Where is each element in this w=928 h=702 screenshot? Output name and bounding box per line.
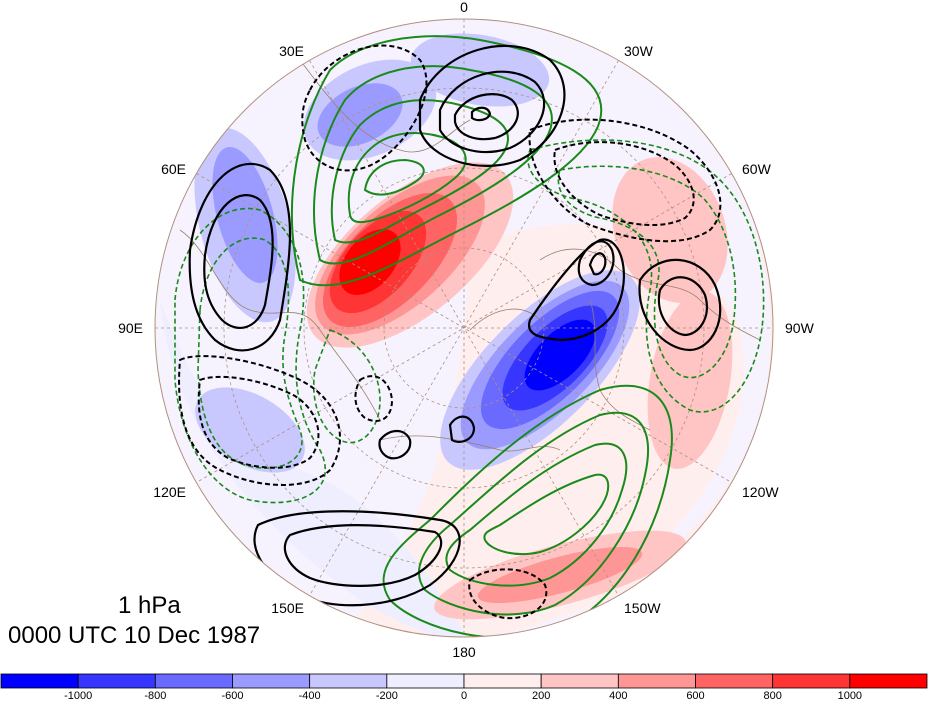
- colorbar-tick-label: 200: [532, 690, 550, 702]
- graticule: [155, 19, 773, 637]
- colorbar-box: [386, 673, 465, 689]
- colorbar: -1000 -800 -600 -400 -200 0 200 400 600 800 1000: [0, 673, 928, 702]
- colorbar-tick-label: 400: [609, 690, 627, 702]
- lon-label-60e: 60E: [161, 161, 186, 177]
- colorbar-tick-label: 0: [461, 690, 467, 702]
- lon-label-90w: 90W: [785, 320, 815, 336]
- black-negative-contours: [178, 44, 722, 620]
- colorbar-box: [0, 673, 79, 689]
- colorbar-box: [463, 673, 542, 689]
- colorbar-tick-label: -400: [299, 690, 321, 702]
- green-contours: [290, 35, 673, 637]
- map-border: [154, 18, 774, 638]
- polar-stereographic-map: 0 30W 60W 90W 120W 150W 180 150E 120E 90…: [118, 0, 814, 660]
- time-label: 0000 UTC 10 Dec 1987: [8, 622, 261, 649]
- colorbar-tick-label: -600: [221, 690, 243, 702]
- colorbar-box: [309, 673, 388, 689]
- lon-label-30e: 30E: [279, 43, 304, 59]
- colorbar-tick-label: -200: [376, 690, 398, 702]
- colorbar-box: [695, 673, 774, 689]
- lon-label-60w: 60W: [742, 161, 772, 177]
- colorbar-boxes: [0, 673, 928, 689]
- colorbar-box: [772, 673, 851, 689]
- longitude-labels: 0 30W 60W 90W 120W 150W 180 150E 120E 90…: [118, 0, 814, 660]
- colorbar-tick-label: -1000: [64, 690, 92, 702]
- lon-label-120e: 120E: [153, 484, 186, 500]
- lon-label-180: 180: [452, 644, 476, 660]
- lon-label-30w: 30W: [624, 43, 654, 59]
- colorbar-box: [849, 673, 928, 689]
- colorbar-tick-label: 1000: [838, 690, 862, 702]
- lon-label-150w: 150W: [624, 600, 661, 616]
- level-label: 1 hPa: [118, 592, 181, 619]
- colorbar-box: [540, 673, 619, 689]
- lon-label-120w: 120W: [742, 484, 779, 500]
- lon-label-0: 0: [460, 0, 468, 15]
- colorbar-box: [77, 673, 156, 689]
- colorbar-box: [232, 673, 311, 689]
- colorbar-box: [617, 673, 696, 689]
- colorbar-tick-label: -800: [144, 690, 166, 702]
- colorbar-tick-label: 600: [686, 690, 704, 702]
- colorbar-tick-label: 800: [763, 690, 781, 702]
- lon-label-90e: 90E: [118, 320, 143, 336]
- colorbar-labels: -1000 -800 -600 -400 -200 0 200 400 600 800 1000: [64, 690, 862, 702]
- lon-label-150e: 150E: [271, 600, 304, 616]
- colorbar-box: [154, 673, 233, 689]
